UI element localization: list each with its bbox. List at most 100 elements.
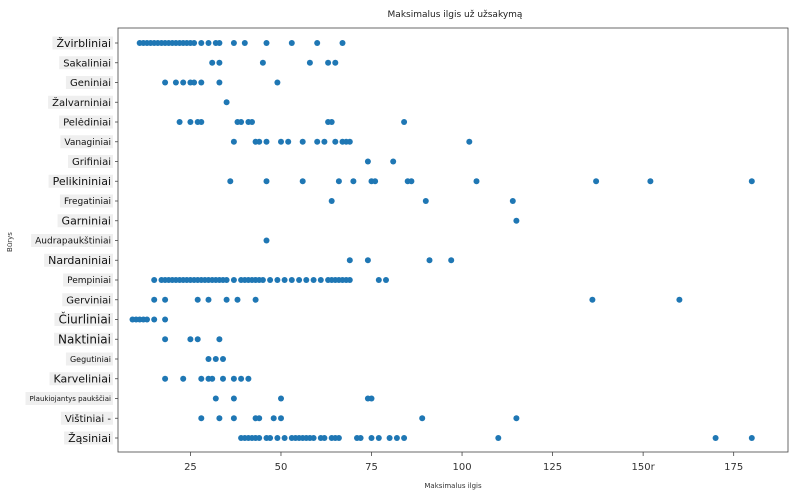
x-tick-label-50: 50 [275,462,288,473]
y-tick-label-zvirbliniai: Žvirbliniai [56,37,111,50]
data-point-pelikininiai [372,178,379,185]
data-point-plaukiojantys-pauksciai [368,395,375,402]
data-point-geniniai [162,79,169,86]
data-point-gerviniai [205,296,212,303]
data-point-fregatiniai [509,198,516,204]
data-point-zalvarniniai [223,99,230,106]
data-point-pelikininiai [473,178,480,185]
data-point-pempiniai [230,277,237,283]
data-point-pempiniai [383,277,389,283]
x-tick-label-150: 150r [632,462,656,473]
data-point-sakaliniai [306,59,313,66]
y-tick-label-vistiniai: Vištiniai - [65,413,112,425]
data-point-naktiniai [194,336,201,343]
data-point-naktiniai [216,336,223,343]
data-point-gegutiniai [212,356,219,362]
data-point-plaukiojantys-pauksciai [230,395,237,402]
data-point-zasiniai [310,435,317,441]
data-point-sakaliniai [325,59,332,66]
data-point-sakaliniai [209,59,216,66]
y-tick-label-grifiniai: Grifiniai [72,157,111,168]
y-tick-label-bg [59,56,113,70]
data-point-ciurliniai [151,316,158,323]
data-point-zasiniai [375,435,382,441]
data-point-zasiniai [386,435,393,441]
x-axis-ticks: 25 50 75 100 125 150r 175 [184,452,743,473]
data-point-pelikininiai [748,178,755,185]
data-point-karveliniai [220,375,226,382]
y-tick-label-gerviniai: Gerviniai [66,295,111,306]
y-tick-label-gegutiniai: Gegutiniai [70,355,111,364]
data-point-vistiniai [513,415,520,422]
data-point-vistiniai [419,415,426,422]
data-point-zvirbliniai [339,40,346,46]
data-point-ciurliniai [144,316,150,323]
data-point-pempiniai [375,277,382,283]
data-point-pempiniai [259,277,266,283]
data-point-geniniai [198,79,205,86]
y-tick-label-bg [48,95,113,109]
y-tick-label-nardaniniai: Nardaniniai [48,254,111,267]
data-point-vanaginiai [256,138,263,145]
data-point-sakaliniai [259,59,266,66]
data-point-zvirbliniai [230,40,237,46]
y-tick-label-bg [25,392,113,405]
data-point-gerviniai [589,296,596,303]
data-point-vanaginiai [346,138,353,145]
y-tick-label-garniniai: Garniniai [62,215,111,228]
y-tick-label-bg [65,352,113,366]
y-tick-label-vanaginiai: Vanaginiai [64,138,111,148]
data-point-gerviniai [162,296,169,303]
data-point-geniniai [216,79,223,86]
data-point-vanaginiai [466,138,473,145]
data-point-vanaginiai [230,138,237,145]
y-tick-label-pelediniai: Pelėdiniai [63,118,111,129]
data-point-sakaliniai [216,59,223,66]
data-point-zasiniai [748,435,755,441]
data-point-gerviniai [252,296,259,303]
data-point-karveliniai [238,375,245,382]
data-point-pelediniai [328,119,335,125]
data-point-pelediniai [198,119,205,125]
data-point-sakaliniai [332,59,339,66]
data-point-vistiniai [230,415,237,422]
data-point-pelikininiai [335,178,342,185]
data-point-pempiniai [288,277,295,283]
y-tick-label-bg [57,214,113,228]
data-point-fregatiniai [328,198,335,204]
y-tick-label-bg [54,332,113,346]
data-point-pelediniai [176,119,183,125]
data-point-grifiniai [364,158,371,165]
data-point-vanaginiai [299,138,306,145]
data-point-gerviniai [234,296,241,303]
data-point-pempiniai [274,277,281,283]
y-tick-labels: Žvirbliniai Sakaliniai Geniniai Žalvarninia… [25,36,118,445]
data-point-naktiniai [187,336,194,343]
y-tick-label-pelikininiai: Pelikininiai [53,175,111,188]
data-point-zvirbliniai [216,40,223,46]
y-tick-label-naktiniai: Naktiniai [58,332,111,346]
data-point-karveliniai [209,375,216,382]
y-tick-label-zalvarniniai: Žalvarniniai [52,96,111,109]
data-point-geniniai [274,79,281,86]
y-tick-label-bg [63,273,113,287]
data-point-vistiniai [278,415,284,422]
y-tick-label-bg [49,372,113,386]
data-point-naktiniai [162,336,169,343]
data-point-zasiniai [393,435,400,441]
data-point-pempiniai [296,277,303,283]
x-axis-label: Maksimalus ilgis [424,482,482,490]
data-point-pempiniai [223,277,230,283]
data-point-geniniai [191,79,198,86]
y-tick-label-sakaliniai: Sakaliniai [63,58,111,69]
y-tick-label-pempiniai: Pempiniai [67,276,111,286]
data-point-zvirbliniai [191,40,198,46]
data-point-pelediniai [249,119,255,125]
data-point-plaukiojantys-pauksciai [212,395,219,402]
data-point-zvirbliniai [241,40,248,46]
data-point-pempiniai [281,277,288,283]
y-tick-label-ciurliniai: Čiurliniai [58,312,111,327]
data-point-nardaniniai [364,257,371,264]
data-point-zasiniai [256,435,263,441]
